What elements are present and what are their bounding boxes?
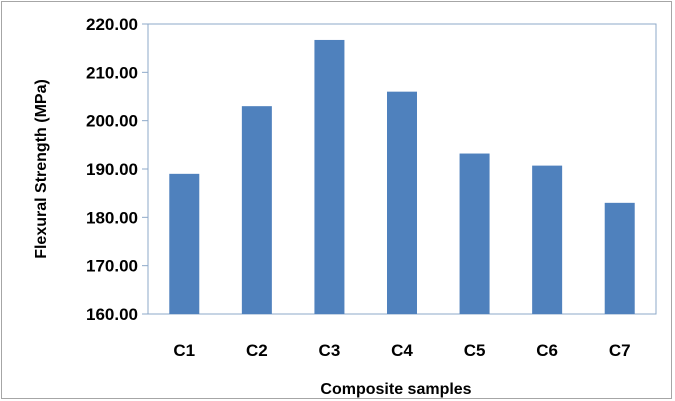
y-tick-label: 220.00 (86, 15, 138, 34)
y-axis-ticks: 160.00 170.00 180.00 190.00 200.00 210.00 220.… (86, 15, 148, 324)
y-tick-label: 190.00 (86, 160, 138, 179)
y-tick-label: 180.00 (86, 208, 138, 227)
x-category-label: C6 (536, 341, 558, 360)
bars-group (169, 39, 635, 315)
y-tick-label: 160.00 (86, 305, 138, 324)
x-category-label: C2 (246, 341, 268, 360)
x-category-label: C7 (609, 341, 631, 360)
bar-c3 (314, 39, 345, 314)
x-category-label: C4 (391, 341, 413, 360)
y-tick-label: 170.00 (86, 257, 138, 276)
x-category-label: C1 (173, 341, 195, 360)
x-category-label: C3 (319, 341, 341, 360)
x-axis-labels: C1 C2 C3 C4 C5 C6 C7 (173, 341, 630, 360)
x-category-label: C5 (464, 341, 486, 360)
bar-c7 (604, 202, 635, 314)
x-axis-title: Composite samples (320, 381, 471, 398)
bar-c5 (459, 153, 490, 314)
y-axis-title: Flexural Strength (MPa) (33, 79, 50, 259)
bar-c4 (387, 91, 417, 315)
bar-c1 (169, 173, 200, 314)
bar-c6 (532, 165, 563, 314)
y-tick-label: 210.00 (86, 63, 138, 82)
y-tick-label: 200.00 (86, 112, 138, 131)
bar-c2 (241, 106, 272, 315)
